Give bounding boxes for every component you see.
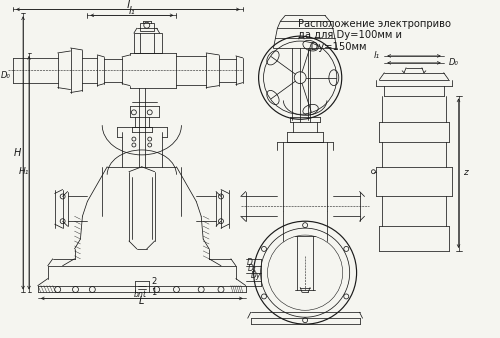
- Bar: [140, 23, 153, 31]
- Text: D₀: D₀: [2, 71, 11, 80]
- Text: z: z: [463, 168, 468, 177]
- Text: l: l: [126, 0, 130, 10]
- Text: n: n: [138, 290, 142, 299]
- Text: l₁: l₁: [128, 6, 135, 16]
- Text: t: t: [142, 290, 146, 299]
- Text: Расположение электроприво
да для Dy=100мм и
    Dy=150мм: Расположение электроприво да для Dy=100м…: [298, 19, 450, 52]
- Text: D₀: D₀: [448, 58, 458, 67]
- Text: L: L: [139, 296, 144, 306]
- Bar: [134, 33, 162, 53]
- Text: D: D: [247, 258, 252, 267]
- Text: 1: 1: [151, 288, 156, 297]
- Text: H₁: H₁: [19, 167, 29, 176]
- Text: b: b: [134, 290, 138, 299]
- Text: 2: 2: [151, 277, 156, 286]
- Text: D₁: D₁: [248, 264, 257, 273]
- Text: l₁: l₁: [373, 51, 380, 61]
- Text: H: H: [14, 148, 21, 158]
- Text: Dу: Dу: [250, 271, 261, 280]
